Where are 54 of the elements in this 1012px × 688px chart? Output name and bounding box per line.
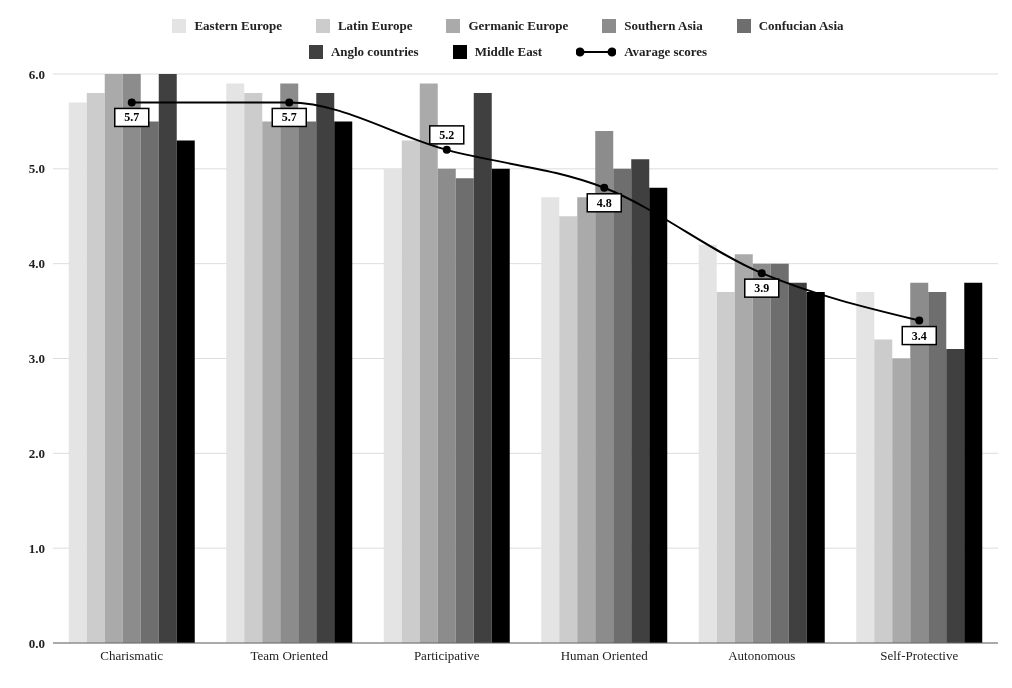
legend-label: Avarage scores [623,44,708,60]
legend-label: Confucian Asia [757,18,844,34]
legend-label: Anglo countries [329,44,419,60]
bar [104,74,123,643]
y-tick-label: 3.0 [28,351,45,367]
bar [176,140,195,643]
bar [788,282,807,643]
bar [491,168,510,643]
point [127,98,136,107]
bar [437,168,456,643]
point [600,183,609,192]
data-label: 3.4 [911,328,927,343]
bar [334,121,353,643]
legend-label: Middle East [473,44,543,60]
bar [158,74,177,643]
y-tick-label: 4.0 [28,256,45,272]
legend-label: Southern Asia [623,18,703,34]
legend-label: Germanic Europe [467,18,569,34]
bar [401,140,420,643]
data-label: 5.7 [281,110,297,125]
x-tick-label: Human Oriented [560,648,649,664]
data-label: 3.9 [754,281,770,296]
legend-label: Latin Europe [336,18,413,34]
y-tick-label: 2.0 [28,445,45,461]
y-tick-label: 0.0 [28,635,45,651]
data-label: 5.2 [439,127,455,142]
bar [892,358,911,643]
point [285,98,294,107]
bar [244,92,263,643]
y-tick-label: 6.0 [28,66,45,82]
bar [874,339,893,643]
bar [419,83,438,643]
y-tick-label: 5.0 [28,161,45,177]
x-tick-label: Team Oriented [250,648,329,664]
data-label: 4.8 [596,195,612,210]
bar [316,92,335,643]
x-tick-label: Participative [413,648,480,664]
bar [631,159,650,643]
point [757,269,766,278]
point [442,145,451,154]
bar [946,349,965,643]
bar [559,216,578,643]
legend-label: Eastern Europe [193,18,282,34]
y-tick-label: 1.0 [28,540,45,556]
bar [473,92,492,643]
bar [734,254,753,643]
data-label: 5.7 [124,110,140,125]
x-tick-label: Self-Protective [880,648,959,664]
point [915,316,924,325]
x-tick-label: Charismatic [100,648,164,664]
bar [716,292,735,643]
bar [86,92,105,643]
bar [964,282,983,643]
x-tick-label: Autonomous [728,648,796,664]
